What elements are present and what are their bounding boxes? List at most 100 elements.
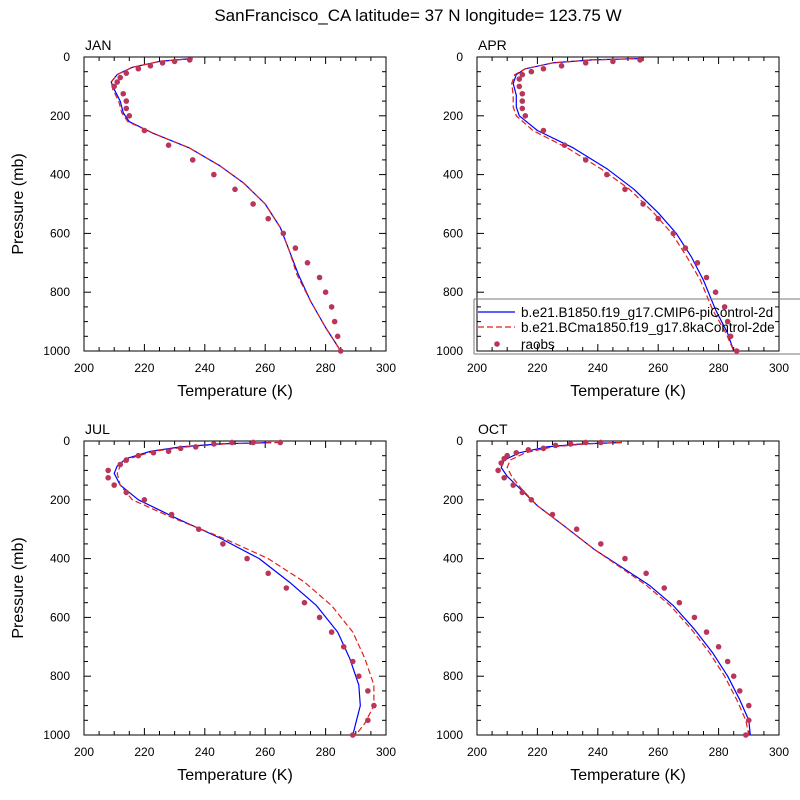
y-tick-label: 1000: [436, 344, 463, 358]
y-tick-label: 0: [456, 434, 463, 448]
raobs-point: [495, 467, 501, 474]
x-tick-label: 240: [588, 361, 608, 375]
raobs-point: [643, 570, 649, 577]
raobs-point: [123, 489, 130, 496]
raobs-point: [141, 497, 148, 503]
raobs-point: [727, 333, 734, 340]
raobs-point: [277, 439, 284, 446]
raobs-point: [301, 599, 308, 606]
plot-frame: [83, 440, 387, 736]
x-tick-label: 220: [527, 361, 547, 375]
raobs-point: [528, 68, 535, 75]
raobs-point: [561, 142, 568, 148]
x-tick-label: 260: [648, 745, 668, 759]
x-tick-label: 260: [648, 361, 668, 375]
raobs-point: [328, 629, 335, 635]
raobs-point: [186, 57, 193, 63]
legend-marker: [494, 341, 500, 347]
raobs-point: [519, 71, 526, 78]
raobs-point: [334, 333, 341, 340]
legend-label: raobs: [521, 337, 555, 352]
raobs-point: [337, 348, 344, 354]
raobs-point: [328, 304, 335, 310]
raobs-point: [316, 614, 323, 621]
raobs-point: [516, 76, 523, 82]
raobs-point: [168, 511, 175, 518]
plot-frame: [476, 440, 780, 736]
raobs-point: [691, 614, 698, 621]
y-tick-label: 200: [443, 109, 463, 123]
raobs-point: [703, 274, 710, 281]
raobs-point: [126, 113, 133, 119]
y-tick-label: 200: [443, 493, 463, 507]
raobs-point: [211, 441, 217, 447]
raobs-point: [111, 482, 117, 488]
raobs-point: [516, 83, 523, 90]
raobs-point: [195, 526, 202, 532]
raobs-point: [501, 474, 507, 481]
raobs-point: [135, 65, 142, 72]
raobs-point: [229, 439, 235, 446]
y-tick-label: 400: [443, 552, 463, 566]
series-line-8ka-control: [116, 441, 375, 736]
raobs-point: [123, 105, 130, 112]
raobs-point: [171, 58, 178, 65]
x-tick-label: 200: [74, 361, 94, 375]
raobs-point: [265, 215, 272, 222]
panel-jul: JUL 200 220 240 260 280 300 0 200 400 600 800 1000 Te…: [10, 421, 396, 784]
raobs-point: [356, 673, 362, 679]
raobs-point: [265, 570, 272, 577]
raobs-point: [519, 98, 526, 104]
y-tick-label: 200: [50, 109, 70, 123]
y-axis-label: Pressure (mb): [10, 537, 27, 638]
x-tick-label: 240: [588, 745, 608, 759]
raobs-point: [519, 105, 526, 112]
x-tick-label: 260: [255, 361, 275, 375]
x-axis-label: Temperature (K): [177, 383, 293, 400]
x-tick-label: 200: [467, 745, 487, 759]
y-tick-label: 1000: [43, 728, 70, 742]
raobs-point: [730, 673, 737, 679]
y-tick-label: 200: [50, 493, 70, 507]
y-axis-label: Pressure (mb): [10, 153, 27, 254]
y-tick-label: 0: [63, 434, 70, 448]
series-line-pi-control: [113, 441, 361, 736]
x-tick-label: 200: [74, 745, 94, 759]
panel-jan: JAN 200 220 240 260 280 300 0 200 400 600 800 1000 Te…: [10, 37, 396, 400]
y-tick-label: 600: [443, 610, 463, 624]
x-tick-label: 280: [316, 745, 336, 759]
raobs-point: [712, 289, 719, 296]
raobs-point: [733, 348, 740, 354]
raobs-point: [746, 702, 752, 709]
y-tick-label: 800: [50, 285, 70, 299]
raobs-point: [304, 260, 311, 266]
raobs-point: [189, 157, 196, 163]
panel-label: APR: [478, 37, 507, 53]
raobs-point: [525, 447, 532, 453]
y-tick-label: 400: [50, 168, 70, 182]
y-tick-label: 400: [50, 552, 70, 566]
raobs-point: [724, 658, 731, 665]
raobs-point: [670, 230, 677, 237]
raobs-point: [349, 732, 356, 738]
raobs-point: [637, 57, 643, 63]
x-tick-label: 280: [709, 745, 729, 759]
raobs-point: [528, 497, 535, 503]
raobs-point: [582, 439, 589, 446]
raobs-point: [721, 304, 728, 310]
raobs-point: [540, 65, 547, 72]
raobs-point: [746, 717, 752, 724]
raobs-point: [340, 644, 347, 650]
raobs-point: [622, 186, 628, 193]
raobs-point: [501, 455, 507, 462]
x-tick-label: 220: [134, 745, 154, 759]
raobs-point: [567, 441, 574, 447]
y-tick-label: 800: [443, 669, 463, 683]
y-tick-label: 1000: [436, 728, 463, 742]
raobs-point: [150, 449, 157, 456]
raobs-point: [292, 245, 299, 251]
x-tick-label: 300: [376, 361, 396, 375]
x-tick-label: 240: [195, 361, 215, 375]
series-line-pi-control: [110, 57, 342, 352]
